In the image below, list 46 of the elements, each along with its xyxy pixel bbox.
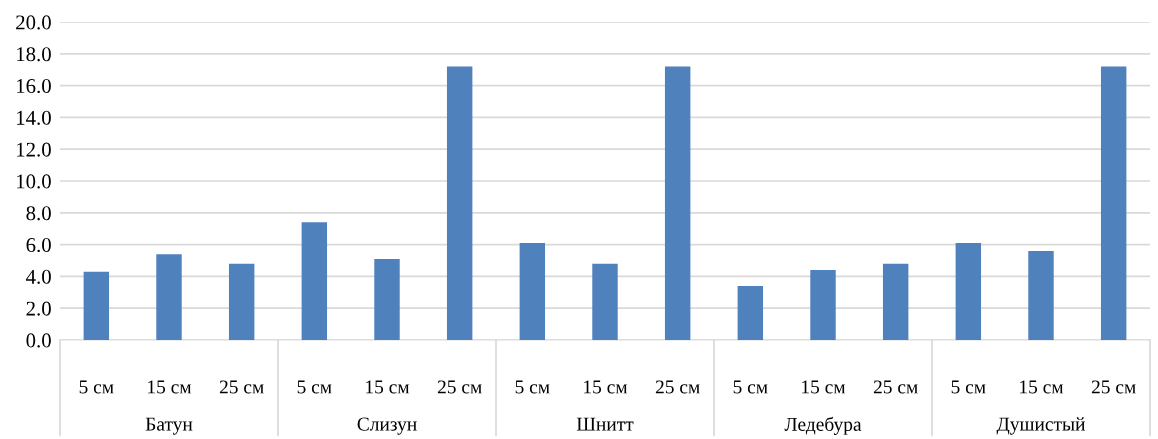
bar: [810, 270, 836, 340]
x-tick-label: 5 см: [297, 380, 332, 394]
bar: [228, 263, 255, 340]
bar: [519, 243, 546, 340]
y-tick-label: 14.0: [17, 110, 51, 125]
text: Слизун: [357, 417, 417, 435]
x-tick-label: 15 см: [584, 380, 628, 394]
text: Батун: [145, 417, 193, 435]
bar: [592, 263, 618, 340]
x-tick-label: 25 см: [437, 380, 482, 394]
bar: [664, 66, 691, 340]
bar: [83, 271, 110, 340]
x-tick-label: 25 см: [1091, 380, 1136, 394]
bar: [955, 243, 982, 340]
text: Шнитт: [576, 417, 634, 431]
y-tick-label: 12.0: [17, 142, 51, 157]
y-tick-label: 6.0: [26, 237, 51, 253]
x-tick-label: 15 см: [802, 380, 846, 394]
bar: [156, 254, 182, 340]
y-tick-label: 16.0: [17, 78, 51, 94]
y-tick-label: 2.0: [26, 301, 51, 316]
bar: [1028, 250, 1054, 340]
x-tick-label: 25 см: [219, 380, 264, 394]
text: Ледебура: [784, 416, 862, 435]
y-tick-label: 8.0: [26, 206, 51, 221]
x-tick-label: 15 см: [148, 380, 192, 394]
bar: [301, 222, 328, 340]
bar: [882, 263, 909, 340]
x-tick-label: 15 см: [366, 380, 410, 394]
x-tick-label: 5 см: [515, 380, 550, 394]
bar: [737, 285, 764, 340]
y-tick-label: 0.0: [26, 333, 51, 348]
y-tick-label: 20.0: [16, 15, 51, 30]
x-tick-label: 25 см: [655, 380, 700, 394]
x-tick-label: 25 см: [873, 380, 918, 394]
text: Душистый: [996, 417, 1086, 435]
bar: [374, 258, 400, 340]
y-tick-label: 18.0: [17, 47, 51, 62]
bar: [446, 66, 473, 340]
bar: [1100, 66, 1127, 340]
x-tick-label: 5 см: [951, 380, 986, 394]
y-tick-label: 10.0: [17, 174, 51, 189]
x-tick-label: 5 см: [733, 380, 768, 394]
x-tick-label: 15 см: [1020, 380, 1064, 394]
x-tick-label: 5 см: [79, 380, 114, 394]
y-tick-label: 4.0: [26, 269, 51, 284]
